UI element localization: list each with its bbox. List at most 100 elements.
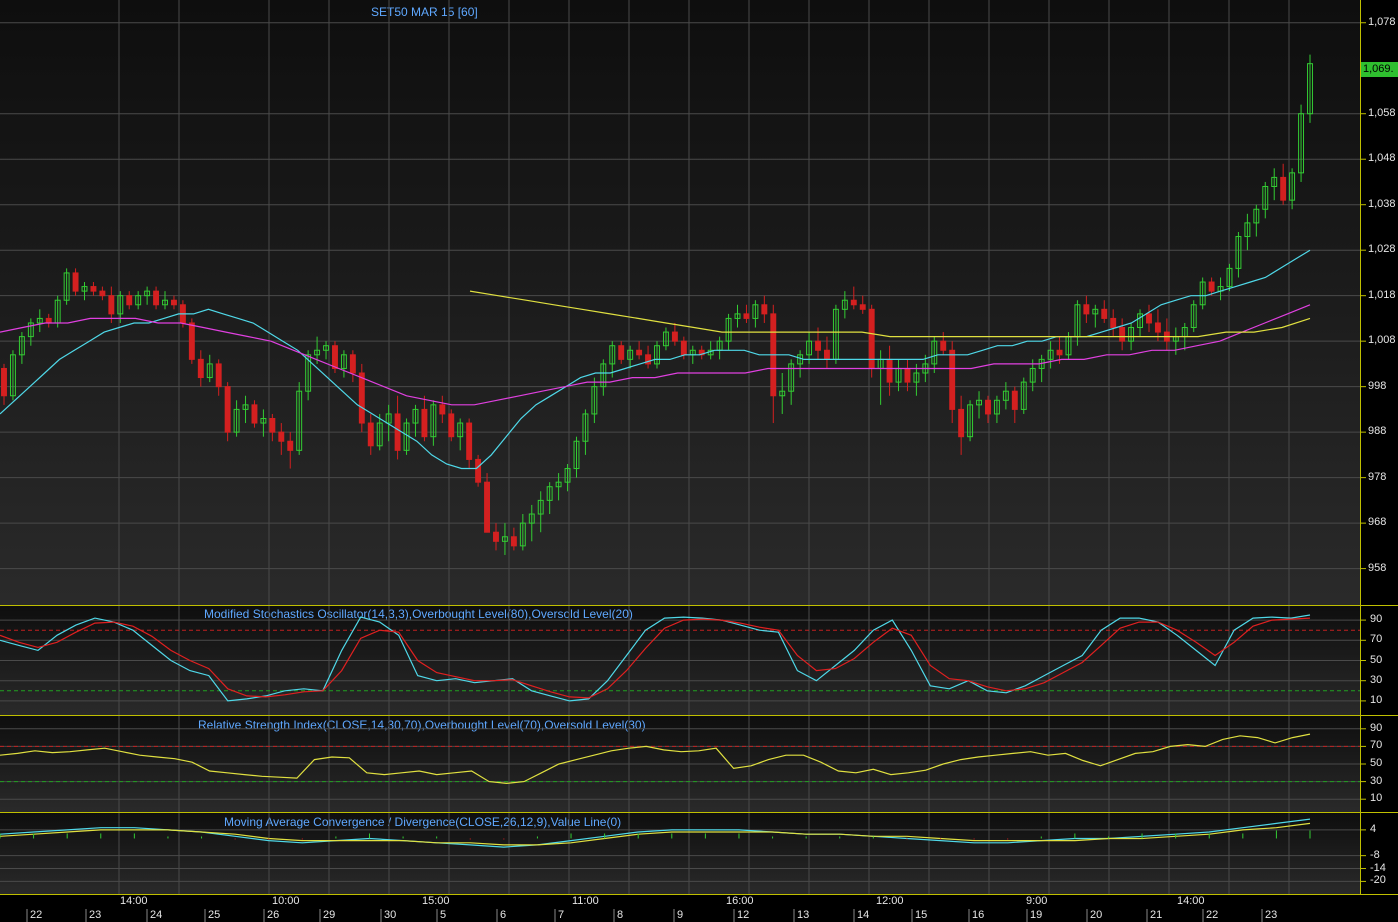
candle-body [305, 354, 312, 392]
date-label: 6 [500, 909, 507, 921]
candle-body [215, 363, 222, 388]
candle-body [636, 349, 643, 356]
date-label: 8 [617, 909, 624, 921]
macd-tick-label: -14 [1370, 861, 1386, 874]
stochastics-scale[interactable] [1360, 606, 1398, 715]
macd-scale[interactable] [1360, 813, 1398, 894]
candle-body [1307, 63, 1313, 115]
candle-body [1244, 222, 1251, 238]
candle-body [582, 413, 589, 442]
price-tick-label: 988 [1368, 425, 1387, 438]
date-label: 24 [150, 909, 163, 921]
candle-body [761, 304, 768, 315]
candle-body [126, 295, 133, 306]
candle-body [1262, 186, 1269, 210]
price-tick-label: 1,018 [1368, 288, 1396, 301]
candle-body [815, 340, 821, 351]
candle-body [1190, 304, 1197, 329]
candle-body [332, 345, 338, 369]
time-label: 9:00 [1026, 895, 1048, 907]
candle-body [421, 408, 428, 438]
candle-body [627, 349, 634, 360]
candle-body [976, 399, 982, 406]
candle-body [242, 404, 249, 410]
candle-body [1128, 327, 1135, 342]
candle-body [1, 367, 7, 397]
stochastics-tick-label: 90 [1370, 613, 1383, 626]
candle-body [1119, 327, 1126, 342]
price-scale[interactable] [1360, 0, 1398, 605]
candle-body [546, 486, 553, 501]
candle-body [510, 536, 517, 547]
candle-body [206, 363, 213, 379]
price-pane[interactable] [0, 0, 1360, 605]
price-tick-label: 1,028 [1368, 243, 1396, 256]
ma-slow-line [469, 290, 1311, 338]
rsi-tick-label: 30 [1370, 774, 1383, 787]
time-axis[interactable] [0, 895, 1398, 922]
candle-body [1011, 390, 1018, 410]
macd-pane[interactable] [0, 813, 1360, 894]
candle-body [412, 408, 419, 424]
candle-body [1289, 172, 1296, 201]
candle-body [466, 422, 473, 460]
candle-body [1271, 176, 1278, 188]
stochastics-tick-label: 70 [1370, 633, 1383, 646]
candle-body [1280, 176, 1287, 201]
candle-body [1083, 304, 1090, 315]
candle-body [323, 345, 329, 351]
candle-body [135, 295, 142, 306]
date-label: 5 [440, 909, 447, 921]
candle-body [1101, 308, 1108, 319]
candle-body [36, 317, 43, 324]
time-label: 11:00 [572, 895, 599, 907]
candle-body [90, 286, 97, 292]
candle-body [501, 536, 508, 542]
pane-divider [0, 812, 1398, 813]
stochastics-tick-label: 30 [1370, 673, 1383, 686]
candle-body [188, 322, 195, 360]
candle-body [144, 290, 151, 297]
date-label: 22 [1206, 909, 1219, 921]
date-label: 29 [323, 909, 336, 921]
candle-body [475, 458, 482, 483]
candle-body [367, 422, 374, 447]
candle-body [528, 513, 535, 524]
price-tick-label: 1,078 [1368, 15, 1396, 28]
candle-body [949, 349, 956, 410]
candle-body [251, 404, 258, 424]
rsi-tick-label: 90 [1370, 721, 1383, 734]
last-price-badge: 1,069. [1361, 62, 1398, 77]
candle-body [358, 372, 365, 424]
stochastics-title: Modified Stochastics Oscillator(14,3,3),… [204, 607, 633, 621]
candle-body [1029, 367, 1036, 383]
candle-body [788, 363, 795, 392]
candle-body [591, 386, 598, 415]
candle-body [162, 299, 168, 306]
candle-body [224, 386, 231, 433]
candle-body [197, 358, 204, 379]
candle-body [1208, 281, 1215, 292]
date-label: 23 [89, 909, 102, 921]
time-label: 12:00 [876, 895, 904, 907]
date-label: 19 [1030, 909, 1043, 921]
candle-body [1110, 317, 1117, 329]
macd-line-1 [0, 822, 1311, 846]
time-label: 15:00 [422, 895, 450, 907]
date-label: 12 [737, 909, 750, 921]
date-label: 15 [915, 909, 928, 921]
candle-body [439, 404, 446, 415]
candle-body [734, 313, 741, 319]
ma-mid-line [0, 304, 1311, 406]
pane-divider [0, 715, 1398, 716]
candle-body [72, 272, 79, 292]
date-label: 23 [1265, 909, 1278, 921]
candle-body [600, 363, 607, 388]
candle-body [45, 317, 52, 324]
candle-body [913, 372, 920, 383]
candle-body [269, 417, 276, 433]
candle-body [108, 295, 115, 315]
candle-body [484, 481, 491, 533]
rsi-tick-label: 50 [1370, 757, 1383, 769]
